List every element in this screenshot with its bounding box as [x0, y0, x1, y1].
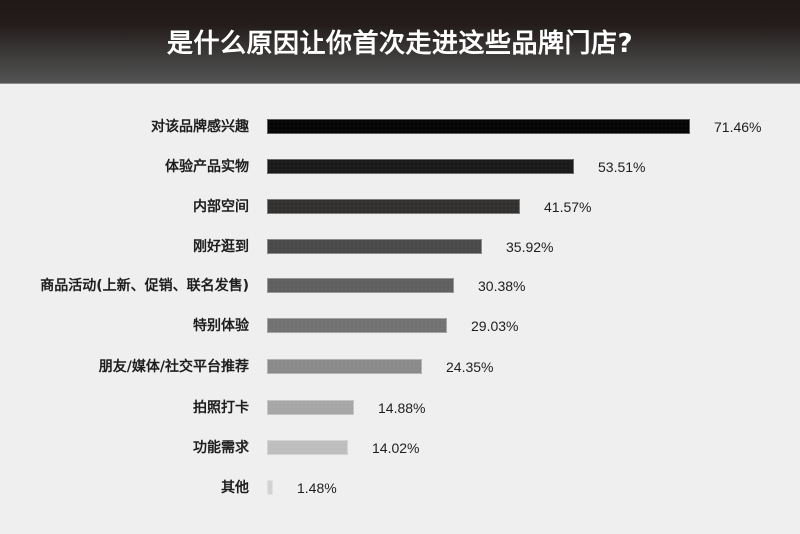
bar: [267, 239, 482, 254]
value-label: 24.35%: [446, 359, 494, 375]
bar-row: 特别体验 29.03%: [0, 318, 800, 334]
bar: [267, 440, 348, 455]
bar-row: 对该品牌感兴趣 71.46%: [0, 119, 800, 135]
bar-row: 内部空间 41.57%: [0, 199, 800, 215]
category-label: 商品活动(上新、促销、联名发售): [40, 278, 249, 294]
value-label: 1.48%: [297, 480, 337, 496]
bar: [267, 400, 354, 415]
category-label: 朋友/媒体/社交平台推荐: [98, 359, 249, 375]
category-label: 内部空间: [193, 199, 249, 215]
value-label: 53.51%: [598, 159, 646, 175]
value-label: 30.38%: [478, 278, 526, 294]
bar: [267, 480, 273, 495]
bar-row: 体验产品实物 53.51%: [0, 159, 800, 175]
category-label: 体验产品实物: [165, 159, 249, 175]
category-label: 拍照打卡: [193, 400, 249, 416]
chart-title: 是什么原因让你首次走进这些品牌门店?: [166, 29, 634, 59]
value-label: 29.03%: [471, 318, 519, 334]
bar-chart: 对该品牌感兴趣 71.46% 体验产品实物 53.51% 内部空间 41.57% 刚好逛到 3…: [0, 84, 800, 534]
bar: [267, 199, 520, 214]
bar: [267, 359, 422, 374]
bar: [267, 278, 454, 293]
category-label: 功能需求: [193, 440, 249, 456]
bar-row: 刚好逛到 35.92%: [0, 239, 800, 255]
value-label: 14.88%: [378, 400, 426, 416]
value-label: 14.02%: [372, 440, 420, 456]
bar-row: 商品活动(上新、促销、联名发售) 30.38%: [0, 278, 800, 294]
bar-row: 拍照打卡 14.88%: [0, 400, 800, 416]
value-label: 35.92%: [506, 239, 554, 255]
bar-row: 朋友/媒体/社交平台推荐 24.35%: [0, 359, 800, 375]
chart-header: 是什么原因让你首次走进这些品牌门店?: [0, 0, 800, 84]
bar: [267, 318, 447, 333]
bar-row: 功能需求 14.02%: [0, 440, 800, 456]
category-label: 对该品牌感兴趣: [151, 119, 249, 135]
bar-row: 其他 1.48%: [0, 480, 800, 496]
bar: [267, 159, 574, 174]
value-label: 41.57%: [544, 199, 592, 215]
category-label: 其他: [221, 480, 249, 496]
category-label: 刚好逛到: [193, 239, 249, 255]
value-label: 71.46%: [714, 119, 762, 135]
category-label: 特别体验: [193, 318, 249, 334]
bar: [267, 119, 690, 134]
